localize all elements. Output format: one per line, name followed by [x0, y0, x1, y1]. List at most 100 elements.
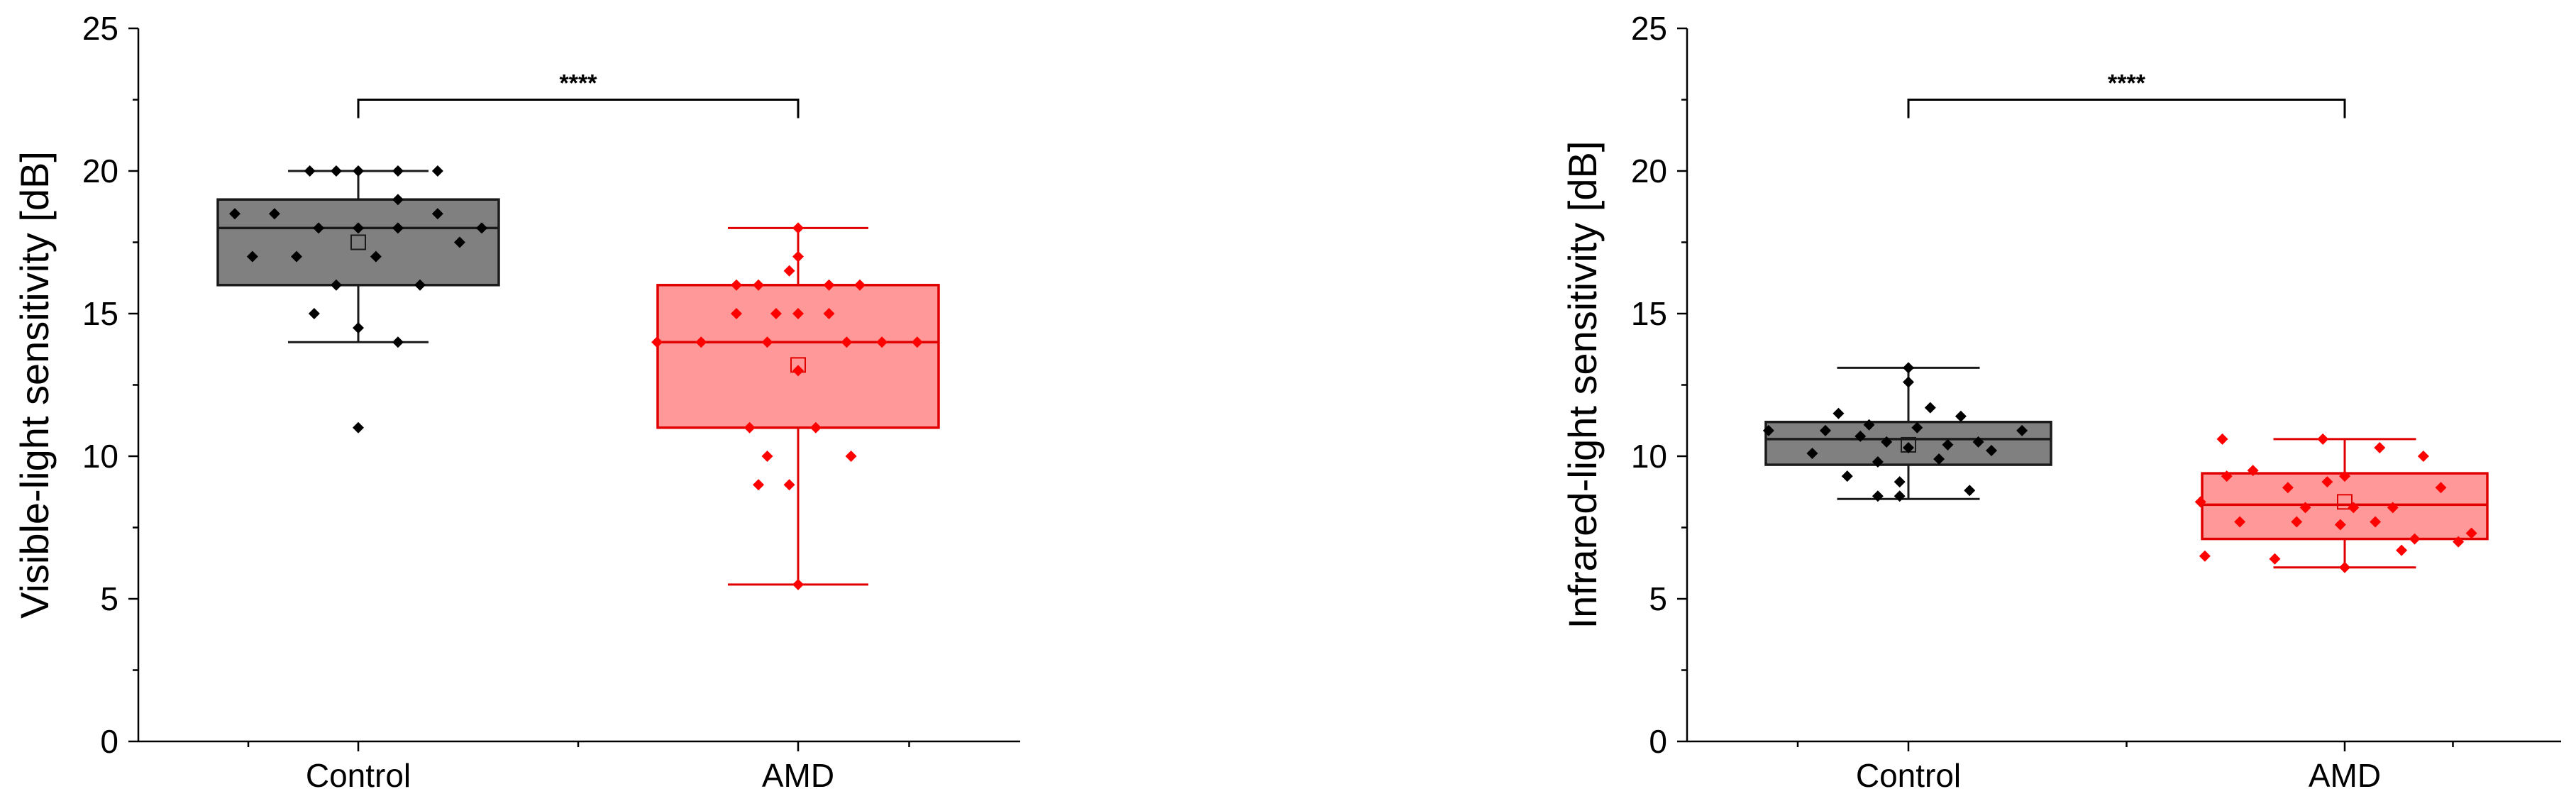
- box-iqr: [656, 284, 940, 429]
- data-point: [783, 265, 795, 277]
- y-tick-label: 10: [82, 438, 118, 475]
- data-point: [1955, 410, 1967, 422]
- data-point: [1903, 441, 1914, 453]
- box-group-amd: [651, 222, 940, 590]
- y-tick-label: 0: [1649, 723, 1667, 760]
- data-point: [770, 308, 782, 319]
- data-point: [2234, 516, 2246, 528]
- data-point: [313, 222, 325, 234]
- data-point: [2435, 482, 2447, 494]
- data-point: [304, 165, 316, 177]
- data-point: [876, 336, 888, 348]
- data-point: [353, 421, 364, 434]
- data-point: [1964, 485, 1976, 497]
- x-tick-label: AMD: [2309, 757, 2381, 794]
- significance-label: ****: [2108, 70, 2146, 97]
- data-point: [2387, 502, 2399, 514]
- y-tick-label: 15: [82, 295, 118, 332]
- data-point: [2299, 502, 2311, 514]
- data-point: [2453, 536, 2465, 548]
- data-point: [783, 479, 795, 491]
- data-point: [476, 222, 488, 234]
- data-point: [353, 165, 364, 177]
- data-point: [792, 365, 804, 377]
- data-point: [753, 279, 765, 291]
- data-point: [431, 165, 443, 177]
- y-tick-label: 20: [1631, 153, 1667, 189]
- data-point: [353, 222, 364, 234]
- data-point: [392, 165, 404, 177]
- mean-marker: [350, 234, 366, 250]
- data-point: [753, 479, 765, 491]
- data-point: [1924, 402, 1936, 414]
- data-point: [2396, 544, 2408, 556]
- y-tick-label: 20: [82, 153, 118, 189]
- data-point: [2221, 470, 2233, 482]
- significance-label: ****: [560, 70, 598, 97]
- data-point: [268, 208, 280, 220]
- data-point: [823, 308, 835, 319]
- data-point: [792, 578, 804, 590]
- data-point: [1841, 470, 1853, 482]
- data-point: [330, 279, 342, 291]
- data-point: [1933, 453, 1945, 465]
- data-point: [246, 250, 258, 263]
- data-point: [290, 250, 302, 263]
- data-point: [2247, 465, 2259, 477]
- data-point: [1894, 490, 1906, 502]
- data-point: [2216, 433, 2228, 445]
- data-point: [809, 421, 822, 434]
- significance-bracket: [1907, 99, 2346, 118]
- data-point: [2417, 451, 2429, 462]
- y-axis-title: Visible-light sensitivity [dB]: [12, 151, 57, 619]
- data-point: [792, 222, 804, 234]
- y-tick-label: 0: [100, 723, 118, 760]
- data-point: [2370, 516, 2382, 528]
- data-point: [453, 236, 465, 248]
- data-point: [2465, 527, 2477, 539]
- data-point: [845, 451, 857, 462]
- data-point: [2339, 561, 2350, 573]
- y-tick-label: 15: [1631, 295, 1667, 332]
- data-point: [1903, 376, 1914, 388]
- data-point: [1819, 424, 1831, 436]
- data-point: [1872, 490, 1884, 502]
- data-point: [1854, 430, 1867, 442]
- data-point: [1911, 421, 1923, 434]
- data-point: [1894, 476, 1906, 488]
- chart-panel-visible: 0 5 10 15 20 25 Control AMD Visible-light sensit…: [12, 10, 1020, 794]
- x-tick-label: AMD: [762, 757, 834, 794]
- data-point: [2282, 482, 2294, 494]
- data-point: [1986, 444, 1998, 456]
- data-point: [392, 194, 404, 206]
- data-point: [1903, 362, 1914, 374]
- data-point: [730, 308, 742, 319]
- data-point: [353, 322, 364, 334]
- data-point: [792, 308, 804, 319]
- data-point: [2409, 533, 2421, 545]
- data-point: [1881, 436, 1893, 448]
- data-point: [2321, 476, 2333, 488]
- data-point: [743, 421, 756, 434]
- data-point: [651, 336, 663, 348]
- data-point: [2339, 470, 2350, 482]
- significance-bracket: [357, 99, 800, 118]
- data-point: [1806, 447, 1818, 459]
- y-tick-label: 10: [1631, 438, 1667, 475]
- box-iqr: [2201, 472, 2489, 541]
- box-group-control: [216, 165, 500, 434]
- data-point: [431, 208, 443, 220]
- data-point: [1972, 436, 1984, 448]
- chart-panel-infrared: 0 5 10 15 20 25 Control AMD Infrared-light sensi…: [1560, 10, 2561, 794]
- data-point: [1872, 456, 1884, 468]
- data-point: [2348, 502, 2360, 514]
- data-point: [2334, 519, 2346, 531]
- y-tick-label: 25: [82, 10, 118, 47]
- box-iqr: [216, 198, 500, 287]
- data-point: [2291, 516, 2303, 528]
- data-point: [1863, 419, 1875, 431]
- y-axis-title: Infrared-light sensitivity [dB]: [1560, 141, 1605, 629]
- box-group-amd: [2194, 433, 2489, 573]
- data-point: [2194, 496, 2206, 508]
